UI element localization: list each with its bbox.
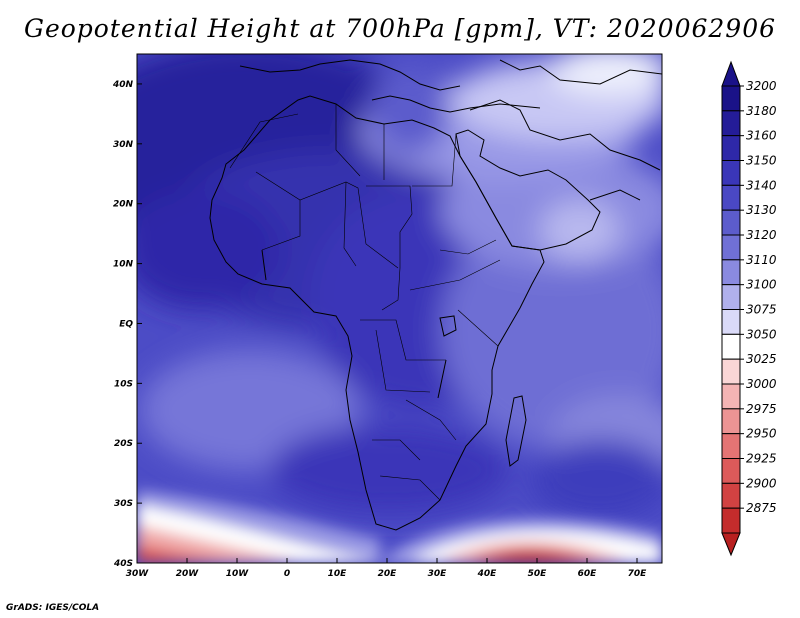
colorbar-label: 3100: [746, 278, 777, 292]
grads-credit: GrADS: IGES/COLA: [6, 603, 100, 613]
colorbar-label: 3075: [746, 303, 777, 317]
map-frame: [136, 53, 663, 564]
colorbar-label: 3000: [746, 377, 777, 391]
colorbar-label: 2950: [746, 427, 777, 441]
x-tick-label: 10E: [328, 569, 348, 579]
colorbar-label: 3200: [746, 79, 777, 93]
y-tick-label: 40N: [112, 80, 134, 90]
colorbar-swatch: [721, 458, 741, 484]
coastlines: [209, 59, 662, 531]
colorbar-swatch: [721, 383, 741, 410]
y-axis: 40N 30N 20N 10N EQ 10S 20S 30S 40S: [112, 80, 142, 569]
colorbar-swatch: [721, 507, 741, 534]
x-tick-label: 0: [284, 569, 290, 579]
colorbar-label: 3130: [746, 203, 777, 217]
colorbar-label: 3120: [746, 228, 777, 242]
country-borders: [229, 104, 501, 501]
colorbar-label: 3140: [746, 178, 777, 192]
colorbar-swatch: [721, 333, 741, 360]
x-tick-label: 60E: [578, 569, 598, 579]
colorbar-swatch: [721, 284, 741, 310]
x-tick-label: 20E: [378, 569, 398, 579]
colorbar-swatch: [721, 135, 741, 162]
y-tick-label: 20N: [113, 200, 134, 210]
colorbar-swatch: [721, 160, 741, 186]
x-tick-label: 30W: [126, 569, 150, 579]
y-tick-label: 10S: [114, 379, 133, 389]
colorbar-label: 2875: [746, 501, 777, 515]
y-tick-label: 30S: [114, 499, 133, 509]
colorbar-label: 3110: [746, 253, 777, 267]
colorbar-swatch: [721, 209, 741, 236]
colorbar-top-cap: [721, 60, 741, 87]
colorbar-swatch: [721, 358, 741, 385]
height-field: [137, 54, 662, 563]
x-tick-label: 20W: [176, 569, 200, 579]
colorbar-swatch: [721, 234, 741, 261]
x-tick-label: 40E: [477, 569, 498, 579]
x-tick-label: 10W: [226, 569, 250, 579]
colorbar-label: 3150: [746, 154, 777, 168]
x-axis: 30W 20W 10W 0 10E 20E 30E 40E 50E 60E 70E: [126, 558, 647, 579]
x-tick-label: 70E: [628, 569, 648, 579]
colorbar-swatch: [721, 184, 741, 211]
x-tick-label: 30E: [428, 569, 448, 579]
colorbar-swatch: [721, 433, 741, 459]
colorbar: 3200 3180 3160 3150 3140 3130 3120 3110 3100 3075…: [721, 60, 777, 557]
y-tick-label: EQ: [119, 319, 133, 329]
colorbar-swatch: [721, 482, 741, 509]
colorbar-swatch: [721, 85, 741, 112]
colorbar-bottom-cap: [721, 532, 741, 557]
colorbar-label: 3180: [746, 104, 777, 118]
x-tick-label: 50E: [528, 569, 548, 579]
colorbar-label: 3160: [746, 129, 777, 143]
colorbar-swatch: [721, 408, 741, 435]
y-tick-label: 30N: [113, 140, 134, 150]
y-tick-label: 20S: [114, 439, 133, 449]
colorbar-swatch: [721, 110, 741, 137]
colorbar-label: 3025: [746, 352, 777, 366]
colorbar-swatch: [721, 309, 741, 335]
colorbar-label: 3050: [746, 327, 777, 341]
y-tick-label: 10N: [113, 260, 134, 270]
colorbar-label: 2900: [746, 476, 777, 490]
y-tick-label: 40S: [113, 559, 133, 569]
colorbar-swatch: [721, 259, 741, 286]
map-title: Geopotential Height at 700hPa [gpm], VT:…: [23, 14, 777, 43]
colorbar-label: 2925: [746, 452, 777, 466]
colorbar-label: 2975: [746, 402, 777, 416]
